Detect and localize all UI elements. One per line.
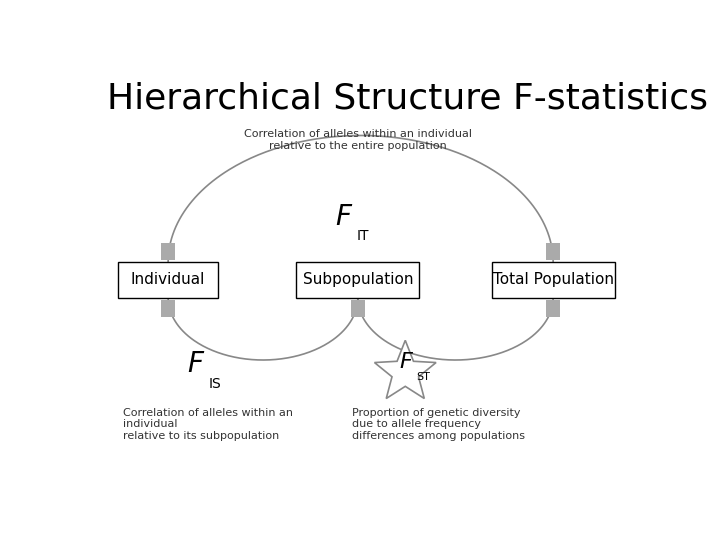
- PathPatch shape: [546, 300, 560, 317]
- FancyBboxPatch shape: [297, 262, 419, 298]
- Text: F: F: [336, 203, 351, 231]
- PathPatch shape: [546, 243, 560, 260]
- PathPatch shape: [553, 253, 562, 262]
- Text: Individual: Individual: [131, 273, 205, 287]
- Text: F: F: [400, 352, 413, 373]
- PathPatch shape: [161, 243, 175, 260]
- PathPatch shape: [168, 253, 176, 262]
- FancyBboxPatch shape: [492, 262, 615, 298]
- Text: Hierarchical Structure F-statistics: Hierarchical Structure F-statistics: [107, 82, 708, 116]
- Text: Proportion of genetic diversity
due to allele frequency
differences among popula: Proportion of genetic diversity due to a…: [352, 408, 526, 441]
- Text: ST: ST: [416, 372, 431, 382]
- Text: Correlation of alleles within an
individual
relative to its subpopulation: Correlation of alleles within an individ…: [124, 408, 294, 441]
- FancyBboxPatch shape: [118, 262, 218, 298]
- Text: Correlation of alleles within an individual
relative to the entire population: Correlation of alleles within an individ…: [244, 129, 472, 151]
- Text: IS: IS: [209, 377, 222, 390]
- Text: Total Population: Total Population: [492, 273, 613, 287]
- Text: IT: IT: [356, 229, 369, 243]
- PathPatch shape: [545, 298, 553, 307]
- PathPatch shape: [351, 300, 365, 317]
- Text: F: F: [188, 350, 204, 379]
- PathPatch shape: [351, 300, 365, 317]
- PathPatch shape: [349, 298, 358, 307]
- PathPatch shape: [374, 340, 436, 399]
- Text: Subpopulation: Subpopulation: [302, 273, 413, 287]
- PathPatch shape: [161, 300, 175, 317]
